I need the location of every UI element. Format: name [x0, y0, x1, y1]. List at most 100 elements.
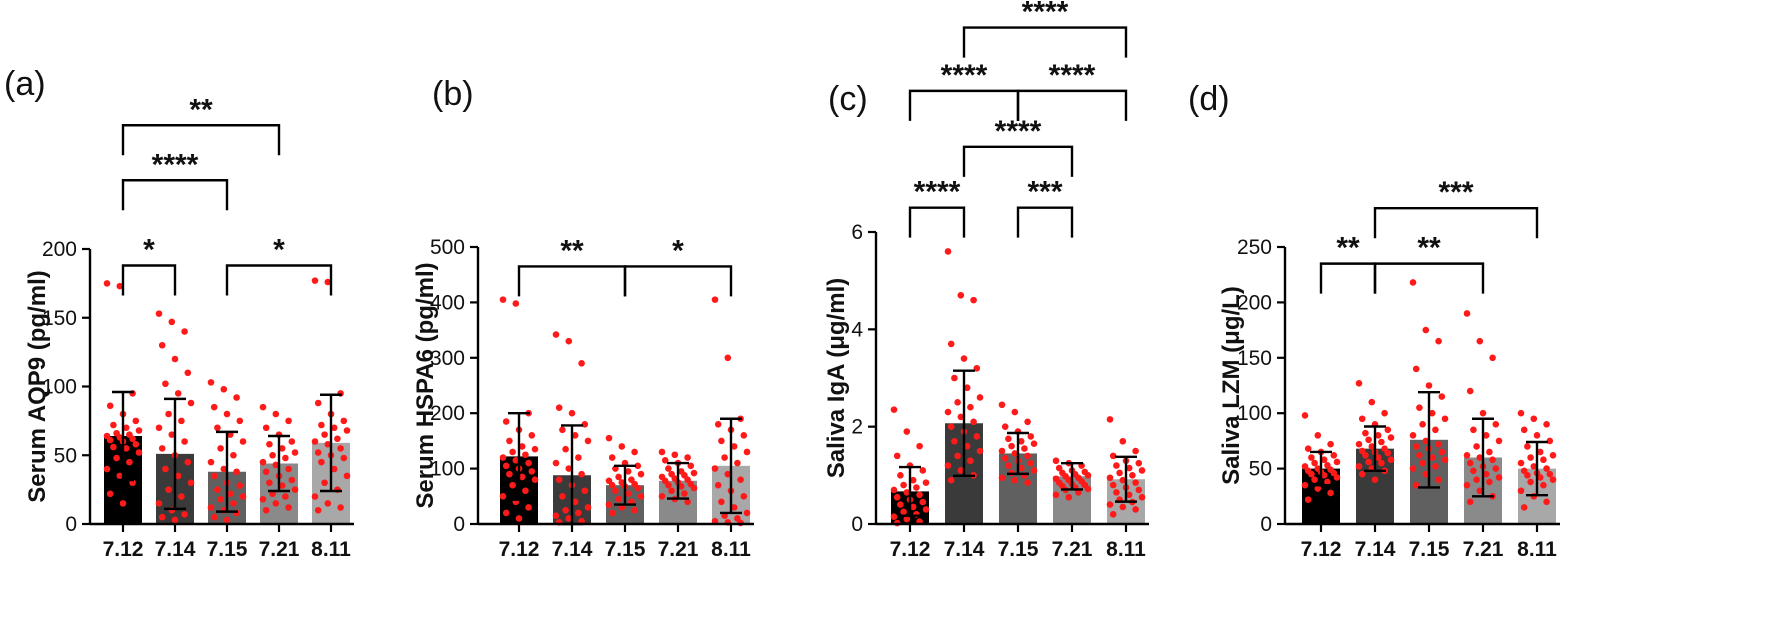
- data-point: [1024, 452, 1031, 460]
- data-point: [571, 498, 579, 506]
- data-point: [1052, 457, 1060, 465]
- y-tick-label: 0: [851, 513, 863, 536]
- data-point: [1330, 452, 1338, 459]
- significance-bracket: [1373, 207, 1539, 239]
- data-point: [1116, 469, 1123, 477]
- data-point: [1132, 506, 1139, 513]
- data-point: [916, 442, 923, 450]
- y-tick-label: 2: [851, 416, 863, 439]
- chart-panel-1: (a) Serum AQP9 (pg/ml) 0 50 100 150 200 7.12 7.1…: [4, 65, 354, 561]
- data-point: [1536, 474, 1544, 481]
- data-point: [1441, 456, 1449, 464]
- data-point: [531, 476, 539, 483]
- data-point: [552, 331, 560, 338]
- x-tick-label: 8.11: [311, 538, 351, 561]
- data-point: [730, 443, 738, 450]
- data-point: [1432, 426, 1439, 434]
- data-point: [132, 417, 140, 425]
- data-point: [562, 506, 569, 514]
- data-point: [1540, 456, 1547, 464]
- data-point: [1536, 448, 1544, 456]
- data-point: [1055, 464, 1063, 472]
- data-point: [1125, 491, 1133, 499]
- data-point: [103, 280, 111, 287]
- data-point: [1482, 432, 1490, 439]
- data-point: [605, 501, 613, 508]
- data-point: [1533, 432, 1541, 439]
- data-point: [1486, 448, 1493, 456]
- data-point: [578, 360, 585, 367]
- data-point: [1024, 418, 1031, 426]
- data-point: [967, 457, 974, 465]
- data-point: [162, 380, 169, 388]
- x-tick-label: 8.11: [711, 538, 751, 561]
- data-point: [318, 421, 325, 429]
- data-point: [1308, 454, 1315, 461]
- data-point: [555, 404, 563, 411]
- data-point: [578, 470, 585, 478]
- data-point: [272, 410, 280, 418]
- data-point: [110, 443, 117, 451]
- data-point: [1432, 463, 1439, 470]
- data-point: [1109, 481, 1117, 489]
- data-point: [126, 458, 133, 466]
- y-tick-label: 0: [453, 513, 465, 536]
- data-point: [1368, 398, 1376, 406]
- data-point: [565, 337, 573, 345]
- data-point: [522, 487, 529, 495]
- data-point: [957, 291, 965, 299]
- data-point: [608, 509, 616, 517]
- data-point: [282, 454, 289, 462]
- significance-label: ****: [1049, 59, 1096, 92]
- data-point: [291, 449, 299, 456]
- data-point: [743, 448, 751, 456]
- data-point: [122, 424, 130, 432]
- data-point: [158, 445, 166, 452]
- data-point: [1422, 326, 1430, 334]
- data-point: [1470, 467, 1477, 475]
- data-point: [637, 470, 645, 478]
- data-point: [119, 500, 127, 507]
- data-point: [944, 248, 952, 255]
- data-point: [724, 470, 732, 478]
- data-point: [960, 355, 968, 362]
- data-point: [1017, 464, 1025, 472]
- data-point: [1438, 393, 1446, 400]
- significance-label: ****: [941, 59, 988, 92]
- data-point: [110, 421, 117, 429]
- data-point: [158, 513, 166, 521]
- data-point: [909, 503, 917, 511]
- data-point: [1435, 337, 1442, 345]
- data-point: [1384, 426, 1392, 434]
- data-point: [976, 394, 984, 401]
- data-point: [187, 399, 195, 407]
- data-point: [311, 438, 319, 445]
- data-point: [897, 501, 904, 508]
- data-point: [266, 479, 273, 487]
- data-point: [1527, 478, 1534, 486]
- y-tick-label: 400: [430, 291, 465, 314]
- data-point: [608, 481, 616, 489]
- data-point: [1119, 503, 1127, 511]
- data-point: [129, 435, 136, 443]
- data-point: [1476, 454, 1484, 461]
- data-point: [1476, 487, 1484, 495]
- data-point: [998, 447, 1006, 455]
- data-point: [509, 481, 516, 489]
- data-point: [559, 493, 566, 500]
- data-point: [947, 340, 955, 348]
- data-point: [575, 454, 582, 461]
- data-point: [1416, 404, 1423, 411]
- data-point: [318, 458, 325, 466]
- data-point: [1371, 476, 1379, 483]
- data-point: [1543, 420, 1550, 428]
- data-point: [272, 461, 280, 469]
- data-point: [285, 504, 292, 511]
- data-point: [314, 449, 322, 456]
- significance-label: *: [273, 234, 285, 267]
- x-tick-label: 7.12: [103, 538, 144, 561]
- data-point: [890, 513, 898, 520]
- data-point: [1520, 504, 1528, 511]
- x-tick-label: 7.21: [259, 538, 300, 561]
